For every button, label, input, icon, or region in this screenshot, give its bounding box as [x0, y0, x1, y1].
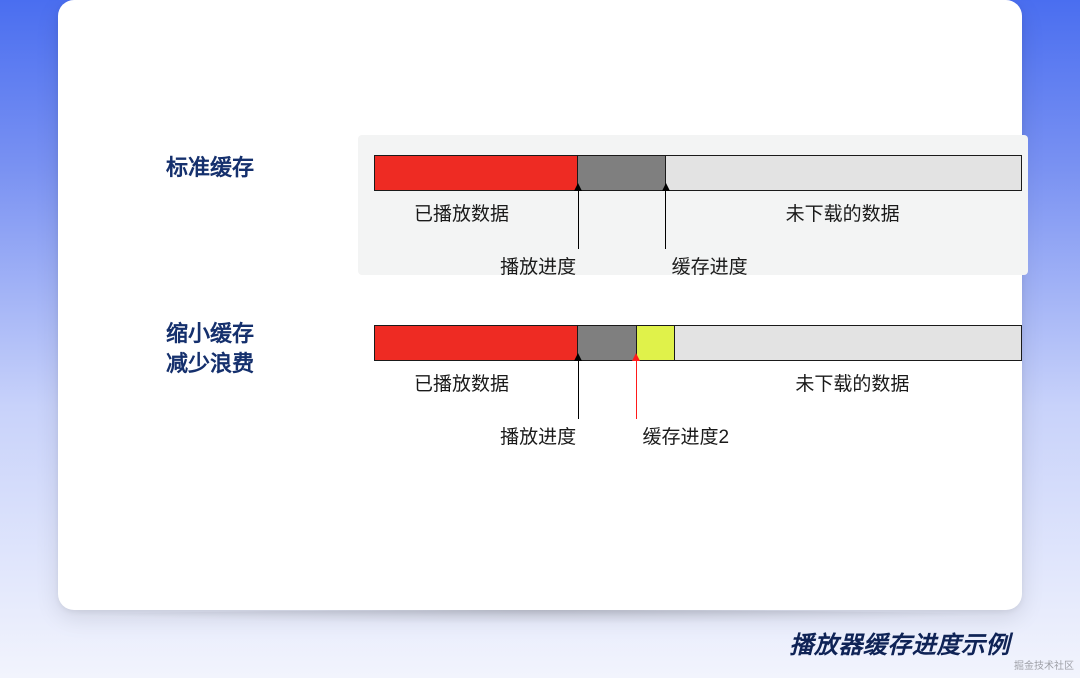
arrowhead-up-icon	[574, 183, 582, 191]
row2-progress-bar	[374, 325, 1022, 361]
row1-pointer-play-progress-label: 播放进度	[500, 252, 576, 279]
row2-seg-pending	[675, 326, 1021, 360]
row2-seg-pending-label: 未下载的数据	[795, 369, 909, 396]
row2-pointer-cache-progress2-label: 缓存进度2	[642, 422, 729, 449]
row2-seg-played	[375, 326, 578, 360]
row1-seg-played	[375, 156, 578, 190]
row2-seg-played-label: 已播放数据	[414, 369, 509, 396]
row1-seg-pending-label: 未下载的数据	[786, 199, 900, 226]
row1-title: 标准缓存	[166, 153, 254, 183]
card: 标准缓存 缩小缓存 减少浪费 已播放数据未下载的数据播放进度缓存进度已播放数据未…	[58, 0, 1022, 610]
row1-seg-played-label: 已播放数据	[414, 199, 509, 226]
watermark: 掘金技术社区	[1014, 657, 1074, 672]
stage: 标准缓存 缩小缓存 减少浪费 已播放数据未下载的数据播放进度缓存进度已播放数据未…	[0, 0, 1080, 678]
row2-seg-cached	[578, 326, 636, 360]
pointer-shaft	[665, 191, 666, 249]
row1-seg-cached	[578, 156, 665, 190]
row2-pointer-play-progress-label: 播放进度	[500, 422, 576, 449]
row1-seg-pending	[666, 156, 1021, 190]
pointer-shaft	[636, 361, 637, 419]
figure-caption: 播放器缓存进度示例	[790, 625, 1011, 660]
arrowhead-up-icon	[574, 353, 582, 361]
pointer-shaft	[578, 191, 579, 249]
arrowhead-up-icon	[632, 353, 640, 361]
row1-progress-bar	[374, 155, 1022, 191]
row1-pointer-cache-progress-label: 缓存进度	[672, 252, 748, 279]
row2-seg-freed	[637, 326, 676, 360]
pointer-shaft	[578, 361, 579, 419]
row2-title: 缩小缓存 减少浪费	[166, 319, 254, 378]
arrowhead-up-icon	[662, 183, 670, 191]
